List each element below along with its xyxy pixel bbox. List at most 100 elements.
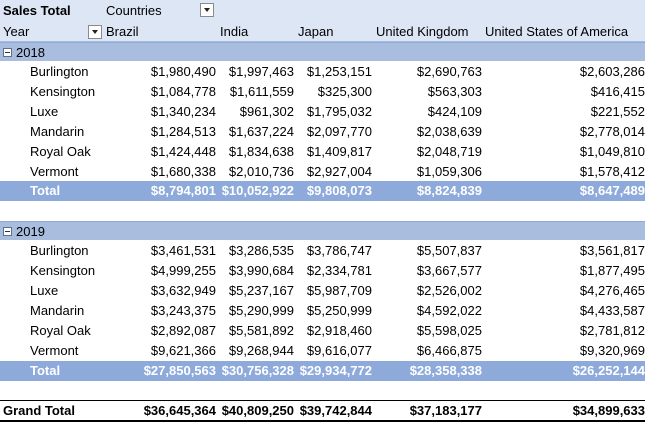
value-cell: $3,286,535: [228, 243, 294, 258]
value-cell: $1,980,490: [150, 64, 216, 79]
collapse-minus-icon[interactable]: [3, 227, 12, 236]
subtotal-cell: $28,358,338: [409, 363, 482, 378]
value-cell: $1,877,495: [579, 263, 645, 278]
countries-filter-button[interactable]: [200, 3, 214, 17]
row-label: Vermont: [30, 164, 79, 179]
table-row: Burlington $3,461,531 $3,286,535 $3,786,…: [0, 241, 645, 261]
value-cell: $2,927,004: [306, 164, 372, 179]
subtotal-row-2018: Total $8,794,801 $10,052,922 $9,808,073 …: [0, 181, 645, 201]
grand-total-cell: $37,183,177: [409, 403, 482, 418]
value-cell: $2,526,002: [416, 283, 482, 298]
column-header-united-kingdom: United Kingdom: [376, 24, 469, 39]
table-row: Kensington $4,999,255 $3,990,684 $2,334,…: [0, 261, 645, 281]
value-cell: $1,059,306: [416, 164, 482, 179]
value-cell: $5,598,025: [416, 323, 482, 338]
grand-total-label: Grand Total: [3, 403, 75, 418]
group-header-2018[interactable]: 2018: [0, 42, 645, 61]
group-header-2019[interactable]: 2019: [0, 221, 645, 240]
table-row: Royal Oak $1,424,448 $1,834,638 $1,409,8…: [0, 142, 645, 162]
value-cell: $4,276,465: [579, 283, 645, 298]
row-label: Mandarin: [30, 124, 85, 139]
subtotal-cell: $27,850,563: [143, 363, 216, 378]
value-cell: $2,918,460: [306, 323, 372, 338]
value-cell: $221,552: [590, 104, 645, 119]
value-cell: $3,561,817: [579, 243, 645, 258]
value-cell: $5,581,892: [228, 323, 294, 338]
grand-total-row: Grand Total $36,645,364 $40,809,250 $39,…: [0, 400, 645, 422]
value-cell: $9,621,366: [150, 343, 216, 358]
value-cell: $2,097,770: [306, 124, 372, 139]
value-cell: $2,334,781: [306, 263, 372, 278]
row-label: Luxe: [30, 104, 59, 119]
value-cell: $2,778,014: [579, 124, 645, 139]
collapse-minus-icon[interactable]: [3, 48, 12, 57]
chevron-down-icon: [92, 30, 98, 34]
value-cell: $1,424,448: [150, 144, 216, 159]
row-field-label: Year: [3, 24, 30, 39]
value-cell: $3,667,577: [416, 263, 482, 278]
value-cell: $1,611,559: [229, 84, 294, 99]
subtotal-row-2019: Total $27,850,563 $30,756,328 $29,934,77…: [0, 361, 645, 381]
value-cell: $1,795,032: [306, 104, 372, 119]
value-cell: $4,433,587: [579, 303, 645, 318]
chevron-down-icon: [204, 8, 210, 12]
table-row: Kensington $1,084,778 $1,611,559 $325,30…: [0, 82, 645, 102]
column-header-japan: Japan: [298, 24, 334, 39]
grand-total-cell: $39,742,844: [299, 403, 372, 418]
row-label: Kensington: [30, 263, 96, 278]
row-label: Kensington: [30, 84, 96, 99]
table-row: Mandarin $3,243,375 $5,290,999 $5,250,99…: [0, 301, 645, 321]
value-cell: $9,268,944: [228, 343, 294, 358]
value-cell: $1,340,234: [150, 104, 216, 119]
pivot-header-top: Sales Total Countries: [0, 0, 645, 22]
value-cell: $6,466,875: [416, 343, 482, 358]
value-cell: $1,637,224: [228, 124, 294, 139]
table-row: Mandarin $1,284,513 $1,637,224 $2,097,77…: [0, 122, 645, 142]
value-cell: $5,507,837: [416, 243, 482, 258]
value-cell: $5,237,167: [228, 283, 294, 298]
column-field-label: Countries: [106, 3, 162, 18]
column-header-india: India: [220, 24, 249, 39]
group-year-label: 2018: [16, 45, 45, 60]
row-label: Royal Oak: [30, 144, 91, 159]
value-cell: $3,786,747: [306, 243, 372, 258]
value-cell: $1,084,778: [150, 84, 216, 99]
value-cell: $3,990,684: [228, 263, 294, 278]
table-row: Royal Oak $2,892,087 $5,581,892 $2,918,4…: [0, 321, 645, 341]
row-label: Luxe: [30, 283, 59, 298]
group-year-label: 2019: [16, 224, 45, 239]
value-cell: $1,049,810: [579, 144, 645, 159]
value-cell: $2,892,087: [150, 323, 216, 338]
year-filter-button[interactable]: [88, 25, 102, 39]
value-cell: $1,409,817: [306, 144, 372, 159]
subtotal-cell: $10,052,922: [221, 183, 294, 198]
subtotal-cell: $29,934,772: [299, 363, 372, 378]
column-header-brazil: Brazil: [106, 24, 139, 39]
value-cell: $2,010,736: [228, 164, 294, 179]
subtotal-cell: $9,808,073: [306, 183, 372, 198]
value-cell: $2,048,719: [416, 144, 482, 159]
column-header-united-states: United States of America: [485, 24, 629, 39]
value-cell: $4,592,022: [416, 303, 482, 318]
value-cell: $3,243,375: [150, 303, 216, 318]
value-cell: $9,320,969: [579, 343, 645, 358]
value-cell: $416,415: [590, 84, 645, 99]
table-row: Vermont $9,621,366 $9,268,944 $9,616,077…: [0, 341, 645, 361]
value-cell: $2,603,286: [579, 64, 645, 79]
value-cell: $325,300: [317, 84, 372, 99]
subtotal-cell: $30,756,328: [221, 363, 294, 378]
value-cell: $563,303: [427, 84, 482, 99]
subtotal-cell: $8,824,839: [416, 183, 482, 198]
value-cell: $5,250,999: [306, 303, 372, 318]
value-cell: $1,253,151: [306, 64, 372, 79]
value-cell: $3,461,531: [150, 243, 216, 258]
subtotal-cell: $26,252,144: [572, 363, 645, 378]
subtotal-cell: $8,647,489: [579, 183, 645, 198]
value-cell: $2,038,639: [416, 124, 482, 139]
value-cell: $1,284,513: [150, 124, 216, 139]
value-cell: $2,690,763: [416, 64, 482, 79]
row-label: Mandarin: [30, 303, 85, 318]
subtotal-label: Total: [30, 363, 61, 378]
row-label: Royal Oak: [30, 323, 91, 338]
